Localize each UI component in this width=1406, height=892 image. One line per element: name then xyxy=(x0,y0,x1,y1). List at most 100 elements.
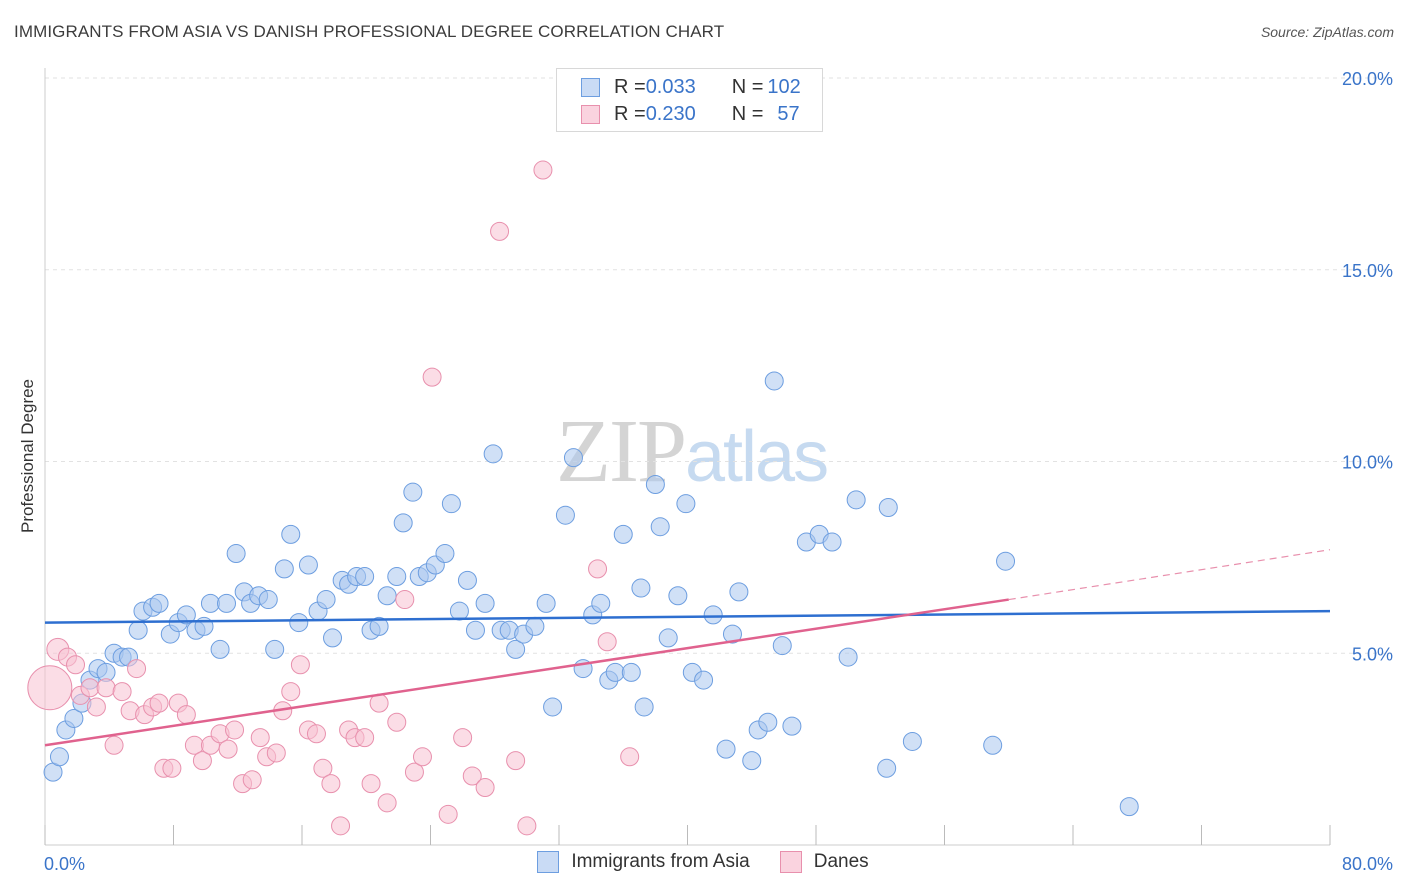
asia-point xyxy=(289,613,309,633)
asia-point xyxy=(449,601,469,621)
danes-point xyxy=(27,665,73,711)
series-swatch-asia xyxy=(537,851,560,873)
series-legend: Immigrants from Asia Danes xyxy=(0,851,1406,873)
legend-r-value: 0.033 xyxy=(645,75,696,98)
series-label-danes: Danes xyxy=(813,851,869,872)
danes-trend-extension xyxy=(1008,549,1331,601)
asia-point xyxy=(838,647,858,667)
y-tick-label: 15.0% xyxy=(1342,261,1393,281)
series-legend-asia: Immigrants from Asia xyxy=(537,851,750,873)
danes-point xyxy=(176,705,196,725)
danes-point xyxy=(490,221,510,241)
asia-point xyxy=(621,662,641,682)
asia-point xyxy=(465,620,485,640)
danes-point xyxy=(80,678,100,698)
danes-point xyxy=(422,367,442,387)
asia-point xyxy=(149,593,169,613)
asia-point xyxy=(506,639,526,659)
series-legend-danes: Danes xyxy=(779,851,869,873)
asia-point xyxy=(435,544,455,564)
danes-point xyxy=(506,751,526,771)
danes-point xyxy=(355,728,375,748)
danes-point xyxy=(453,728,473,748)
asia-point xyxy=(369,616,389,636)
asia-point xyxy=(822,532,842,552)
y-tick-label: 20.0% xyxy=(1342,69,1393,89)
danes-point xyxy=(266,743,286,763)
asia-point xyxy=(563,448,583,468)
danes-point xyxy=(321,774,341,794)
asia-point xyxy=(716,739,736,759)
danes-point xyxy=(281,682,301,702)
legend-n-value: 102 xyxy=(767,75,801,98)
asia-point xyxy=(591,593,611,613)
asia-point xyxy=(634,697,654,717)
asia-point xyxy=(457,570,477,590)
danes-point xyxy=(225,720,245,740)
legend-n-label: N = xyxy=(731,102,764,125)
asia-point xyxy=(645,475,665,495)
danes-point xyxy=(533,160,553,180)
legend-r-label: R = xyxy=(614,102,646,125)
y-axis-label: Professional Degree xyxy=(18,379,37,533)
asia-point xyxy=(64,708,84,728)
asia-point xyxy=(878,498,898,518)
asia-point xyxy=(483,444,503,464)
asia-point xyxy=(536,593,556,613)
danes-point xyxy=(412,747,432,767)
asia-point xyxy=(782,716,802,736)
danes-point xyxy=(597,632,617,652)
asia-trend-line xyxy=(44,609,1331,624)
asia-point xyxy=(226,544,246,564)
danes-point xyxy=(331,816,351,836)
y-tick-label: 10.0% xyxy=(1342,453,1393,473)
asia-point xyxy=(355,567,375,587)
asia-point xyxy=(631,578,651,598)
asia-point xyxy=(393,513,413,533)
danes-point xyxy=(149,693,169,713)
asia-point xyxy=(316,590,336,610)
danes-point xyxy=(387,712,407,732)
danes-trend-line xyxy=(44,598,1009,747)
danes-point xyxy=(104,735,124,755)
asia-point xyxy=(658,628,678,648)
asia-point xyxy=(668,586,688,606)
danes-point xyxy=(66,655,86,675)
asia-point xyxy=(742,751,762,771)
danes-point xyxy=(112,682,132,702)
asia-point xyxy=(605,662,625,682)
danes-point xyxy=(313,758,333,778)
asia-point xyxy=(543,697,563,717)
danes-point xyxy=(96,678,116,698)
danes-point xyxy=(462,766,482,786)
stats-legend: R = 0.033 N = 102 R = 0.230 N = 57 xyxy=(556,68,823,132)
legend-row-asia: R = 0.033 N = 102 xyxy=(581,75,801,99)
asia-point xyxy=(613,524,633,544)
danes-point xyxy=(395,590,415,610)
asia-point xyxy=(772,636,792,656)
series-label-asia: Immigrants from Asia xyxy=(571,851,750,872)
legend-r-value: 0.230 xyxy=(645,102,696,125)
asia-point xyxy=(281,524,301,544)
asia-point xyxy=(265,639,285,659)
legend-n-value: 57 xyxy=(777,102,800,125)
danes-point xyxy=(438,804,458,824)
asia-point xyxy=(764,371,784,391)
asia-point xyxy=(258,590,278,610)
asia-point xyxy=(210,639,230,659)
asia-point xyxy=(983,735,1003,755)
legend-n-label: N = xyxy=(731,75,764,98)
asia-point xyxy=(176,605,196,625)
danes-point xyxy=(218,739,238,759)
danes-point xyxy=(192,751,212,771)
danes-point xyxy=(361,774,381,794)
legend-swatch-danes xyxy=(581,104,600,124)
danes-point xyxy=(290,655,310,675)
x-tick-label: 80.0% xyxy=(1342,854,1393,874)
y-tick-label: 5.0% xyxy=(1352,644,1393,664)
asia-point xyxy=(703,605,723,625)
asia-point xyxy=(217,593,237,613)
asia-point xyxy=(877,758,897,778)
asia-point xyxy=(323,628,343,648)
asia-point xyxy=(298,555,318,575)
